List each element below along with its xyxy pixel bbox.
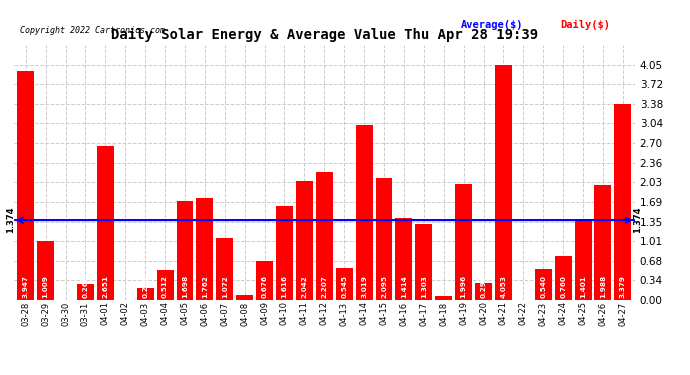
Bar <box>415 224 432 300</box>
Text: 0.540: 0.540 <box>540 275 546 298</box>
Text: 3.019: 3.019 <box>361 275 367 298</box>
Bar <box>97 146 114 300</box>
Text: 4.053: 4.053 <box>500 275 506 298</box>
Bar <box>37 242 54 300</box>
Text: 1.996: 1.996 <box>461 275 466 298</box>
Bar <box>595 184 611 300</box>
Bar <box>236 295 253 300</box>
Text: Daily($): Daily($) <box>560 20 610 30</box>
Bar <box>336 268 353 300</box>
Text: 1.303: 1.303 <box>421 276 427 298</box>
Bar <box>17 71 34 300</box>
Text: 1.616: 1.616 <box>282 275 288 298</box>
Text: 1.072: 1.072 <box>221 276 228 298</box>
Text: 0.676: 0.676 <box>262 275 268 298</box>
Text: 1.988: 1.988 <box>600 275 606 298</box>
Text: 3.947: 3.947 <box>23 275 29 298</box>
Text: 2.042: 2.042 <box>302 276 308 298</box>
Bar <box>395 218 413 300</box>
Bar <box>316 172 333 300</box>
Bar <box>217 238 233 300</box>
Text: 3.379: 3.379 <box>620 275 626 298</box>
Text: 1.374: 1.374 <box>6 207 15 234</box>
Bar <box>296 182 313 300</box>
Bar <box>197 198 213 300</box>
Text: 1.401: 1.401 <box>580 276 586 298</box>
Text: Copyright 2022 Cartronics.com: Copyright 2022 Cartronics.com <box>20 26 165 35</box>
Text: Average($): Average($) <box>461 20 524 30</box>
Text: 1.698: 1.698 <box>182 275 188 298</box>
Text: 1.414: 1.414 <box>401 276 407 298</box>
Bar <box>177 201 193 300</box>
Text: 1.009: 1.009 <box>43 275 49 298</box>
Text: 2.207: 2.207 <box>322 276 327 298</box>
Bar <box>276 206 293 300</box>
Bar <box>555 256 571 300</box>
Text: 0.512: 0.512 <box>162 275 168 298</box>
Bar <box>137 288 154 300</box>
Bar <box>157 270 173 300</box>
Bar <box>375 178 393 300</box>
Text: 0.545: 0.545 <box>341 275 347 298</box>
Bar <box>256 261 273 300</box>
Bar <box>355 124 373 300</box>
Bar <box>575 219 591 300</box>
Title: Daily Solar Energy & Average Value Thu Apr 28 19:39: Daily Solar Energy & Average Value Thu A… <box>110 28 538 42</box>
Text: 2.095: 2.095 <box>381 275 387 298</box>
Bar <box>614 104 631 300</box>
Bar <box>455 184 472 300</box>
Text: 0.760: 0.760 <box>560 275 566 298</box>
Bar <box>77 284 94 300</box>
Text: 1.762: 1.762 <box>202 275 208 298</box>
Text: 0.268: 0.268 <box>82 275 88 298</box>
Text: 0.204: 0.204 <box>142 276 148 298</box>
Bar <box>495 64 512 300</box>
Text: 1.374: 1.374 <box>633 207 642 234</box>
Bar <box>435 297 452 300</box>
Bar <box>475 283 492 300</box>
Text: 2.651: 2.651 <box>102 275 108 298</box>
Bar <box>535 268 552 300</box>
Text: 0.296: 0.296 <box>480 275 486 298</box>
